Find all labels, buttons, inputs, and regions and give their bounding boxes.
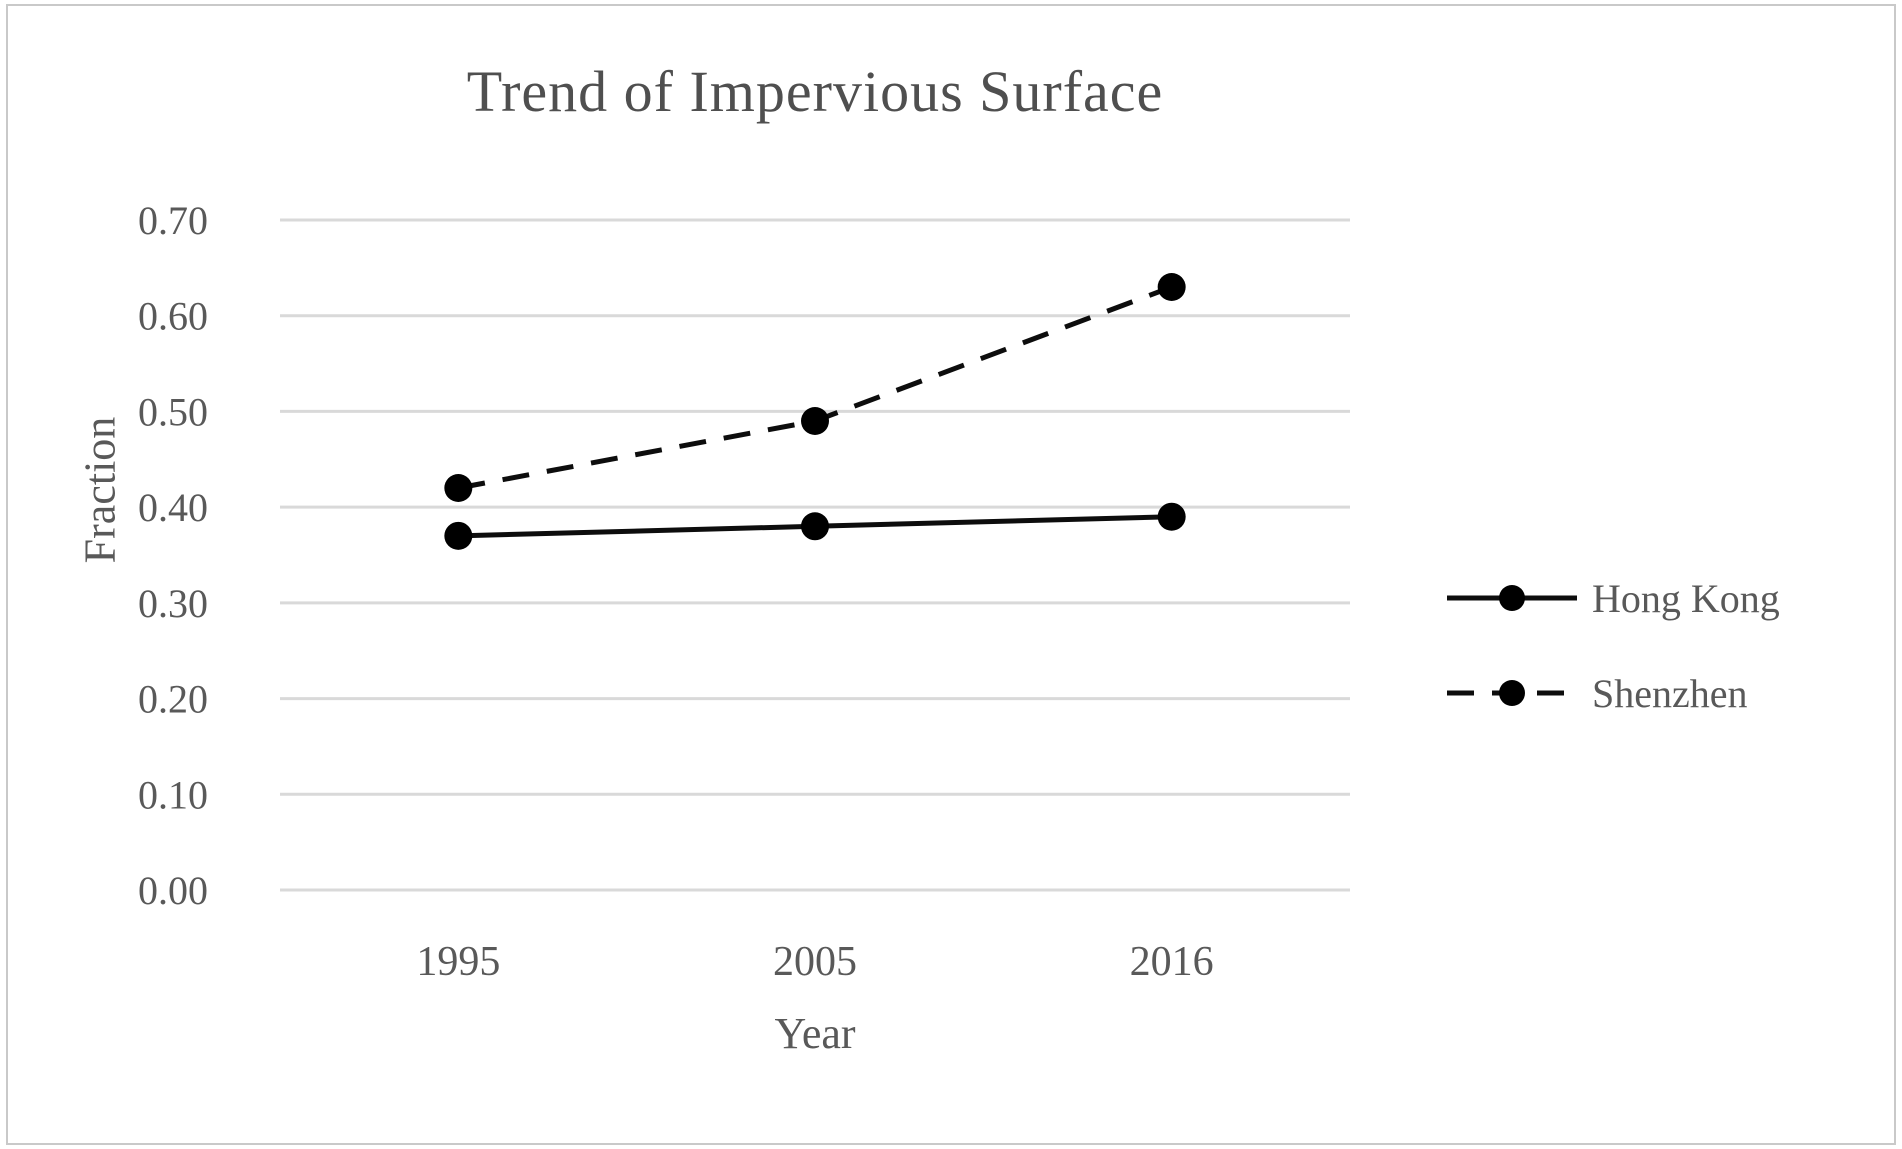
chart-title: Trend of Impervious Surface (466, 59, 1164, 124)
y-tick-label: 0.60 (138, 294, 208, 339)
y-tick-label: 0.30 (138, 581, 208, 626)
legend-marker (1499, 585, 1525, 611)
data-point-marker (1157, 273, 1186, 301)
data-point-marker (801, 512, 829, 541)
data-point-marker (444, 474, 473, 502)
legend-label: Shenzhen (1592, 671, 1748, 716)
x-tick-label: 1995 (416, 939, 500, 985)
legend-label: Hong Kong (1592, 576, 1780, 621)
data-point-marker (801, 407, 829, 435)
data-point-marker (444, 521, 473, 550)
y-tick-label: 0.50 (138, 389, 208, 434)
y-tick-label: 0.70 (138, 198, 208, 243)
y-tick-label: 0.10 (138, 772, 208, 817)
y-tick-label: 0.20 (138, 677, 208, 722)
data-point-marker (1157, 502, 1186, 531)
chart-frame-border (6, 4, 1896, 1145)
y-tick-label: 0.00 (138, 868, 208, 913)
x-tick-label: 2016 (1130, 939, 1214, 985)
y-tick-label: 0.40 (138, 485, 208, 530)
legend-marker (1499, 680, 1525, 706)
x-tick-label: 2005 (773, 939, 857, 985)
x-axis-title: Year (774, 1009, 856, 1058)
